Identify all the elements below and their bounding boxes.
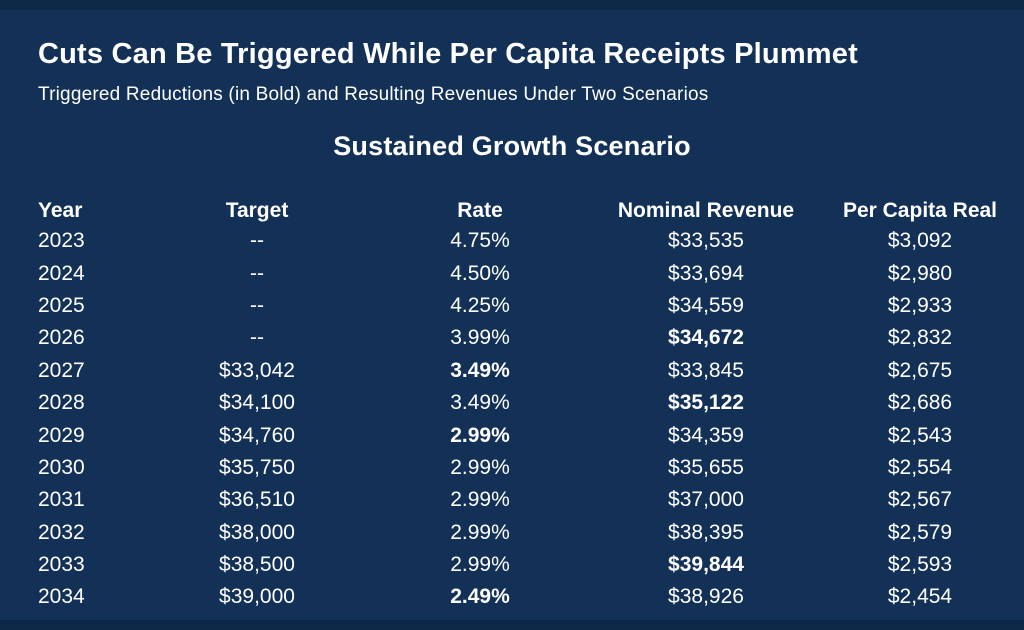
cell-rate: 2.99% (450, 488, 510, 512)
page-title: Cuts Can Be Triggered While Per Capita R… (38, 38, 858, 70)
page-subtitle: Triggered Reductions (in Bold) and Resul… (38, 84, 709, 106)
cell-year: 2026 (38, 326, 85, 350)
cell-nominal_revenue: $35,655 (668, 455, 744, 479)
cell-per_capita_real: $2,543 (887, 423, 953, 447)
cell-year: 2034 (38, 585, 85, 609)
cell-per_capita_real: $2,933 (887, 293, 953, 317)
cell-nominal_revenue: $34,559 (668, 293, 744, 317)
scenario-data-table: Year Target Rate Nominal Revenue Per Capita … (38, 196, 1024, 614)
cell-rate: 3.99% (450, 326, 510, 350)
cell-target: -- (250, 326, 264, 350)
cell-nominal_revenue: $34,672 (668, 326, 744, 350)
cell-nominal_revenue: $38,926 (668, 585, 744, 609)
cell-per_capita_real: $2,554 (887, 455, 953, 479)
cell-per_capita_real: $3,092 (887, 229, 953, 253)
cell-year: 2025 (38, 293, 85, 317)
cell-per_capita_real: $2,579 (887, 520, 953, 544)
table-row: 2029 $34,760 2.99% $34,359 $2,543 (38, 419, 1024, 451)
cell-per_capita_real: $2,832 (887, 326, 953, 350)
cell-nominal_revenue: $34,359 (668, 423, 744, 447)
cell-nominal_revenue: $35,122 (668, 391, 744, 415)
cell-nominal_revenue: $37,000 (668, 488, 744, 512)
top-edge-band (0, 0, 1024, 10)
table-row: 2032 $38,000 2.99% $38,395 $2,579 (38, 517, 1024, 549)
cell-target: $34,760 (219, 423, 295, 447)
cell-per_capita_real: $2,686 (887, 391, 953, 415)
table-row: 2030 $35,750 2.99% $35,655 $2,554 (38, 452, 1024, 484)
cell-target: -- (250, 229, 264, 253)
column-header-per_capita_real: Per Capita Real (842, 198, 998, 222)
cell-rate: 2.99% (450, 455, 510, 479)
table-row: 2028 $34,100 3.49% $35,122 $2,686 (38, 387, 1024, 419)
table-row: 2023 -- 4.75% $33,535 $3,092 (38, 225, 1024, 257)
column-header-rate: Rate (457, 198, 503, 222)
table-row: 2034 $39,000 2.49% $38,926 $2,454 (38, 581, 1024, 613)
table-row: 2025 -- 4.25% $34,559 $2,933 (38, 290, 1024, 322)
cell-target: $36,510 (219, 488, 295, 512)
bottom-edge-band (0, 620, 1024, 630)
cell-nominal_revenue: $33,694 (668, 261, 744, 285)
cell-target: $38,500 (219, 553, 295, 577)
cell-year: 2033 (38, 553, 85, 577)
cell-nominal_revenue: $39,844 (668, 553, 744, 577)
cell-target: $38,000 (219, 520, 295, 544)
cell-target: $35,750 (219, 455, 295, 479)
cell-target: $34,100 (219, 391, 295, 415)
cell-per_capita_real: $2,454 (887, 585, 953, 609)
cell-nominal_revenue: $33,535 (668, 229, 744, 253)
cell-per_capita_real: $2,675 (887, 358, 953, 382)
column-header-nominal_revenue: Nominal Revenue (617, 198, 795, 222)
cell-per_capita_real: $2,593 (887, 553, 953, 577)
table-row: 2031 $36,510 2.99% $37,000 $2,567 (38, 484, 1024, 516)
cell-target: -- (250, 261, 264, 285)
slide-content: Cuts Can Be Triggered While Per Capita R… (0, 10, 1024, 162)
cell-rate: 2.99% (450, 520, 510, 544)
cell-year: 2024 (38, 261, 85, 285)
cell-year: 2023 (38, 229, 85, 253)
cell-target: -- (250, 293, 264, 317)
section-title: Sustained Growth Scenario (333, 131, 691, 162)
table-row: 2033 $38,500 2.99% $39,844 $2,593 (38, 549, 1024, 581)
cell-rate: 2.49% (450, 585, 510, 609)
cell-nominal_revenue: $38,395 (668, 520, 744, 544)
cell-per_capita_real: $2,567 (887, 488, 953, 512)
cell-rate: 3.49% (450, 391, 510, 415)
cell-target: $33,042 (219, 358, 295, 382)
cell-year: 2030 (38, 455, 85, 479)
cell-year: 2029 (38, 423, 85, 447)
table-header-row: Year Target Rate Nominal Revenue Per Capita … (38, 196, 1024, 225)
cell-rate: 4.50% (450, 261, 510, 285)
cell-target: $39,000 (219, 585, 295, 609)
cell-year: 2031 (38, 488, 85, 512)
cell-per_capita_real: $2,980 (887, 261, 953, 285)
cell-year: 2032 (38, 520, 85, 544)
cell-rate: 3.49% (450, 358, 510, 382)
cell-rate: 2.99% (450, 553, 510, 577)
column-header-year: Year (38, 198, 83, 222)
table-body: 2023 -- 4.75% $33,535 $3,092 2024 -- 4.50% $33,6… (38, 225, 1024, 614)
cell-rate: 2.99% (450, 423, 510, 447)
column-header-target: Target (225, 198, 289, 222)
cell-rate: 4.25% (450, 293, 510, 317)
cell-rate: 4.75% (450, 229, 510, 253)
table-row: 2027 $33,042 3.49% $33,845 $2,675 (38, 355, 1024, 387)
cell-year: 2027 (38, 358, 85, 382)
cell-nominal_revenue: $33,845 (668, 358, 744, 382)
cell-year: 2028 (38, 391, 85, 415)
table-row: 2024 -- 4.50% $33,694 $2,980 (38, 257, 1024, 289)
table-row: 2026 -- 3.99% $34,672 $2,832 (38, 322, 1024, 354)
